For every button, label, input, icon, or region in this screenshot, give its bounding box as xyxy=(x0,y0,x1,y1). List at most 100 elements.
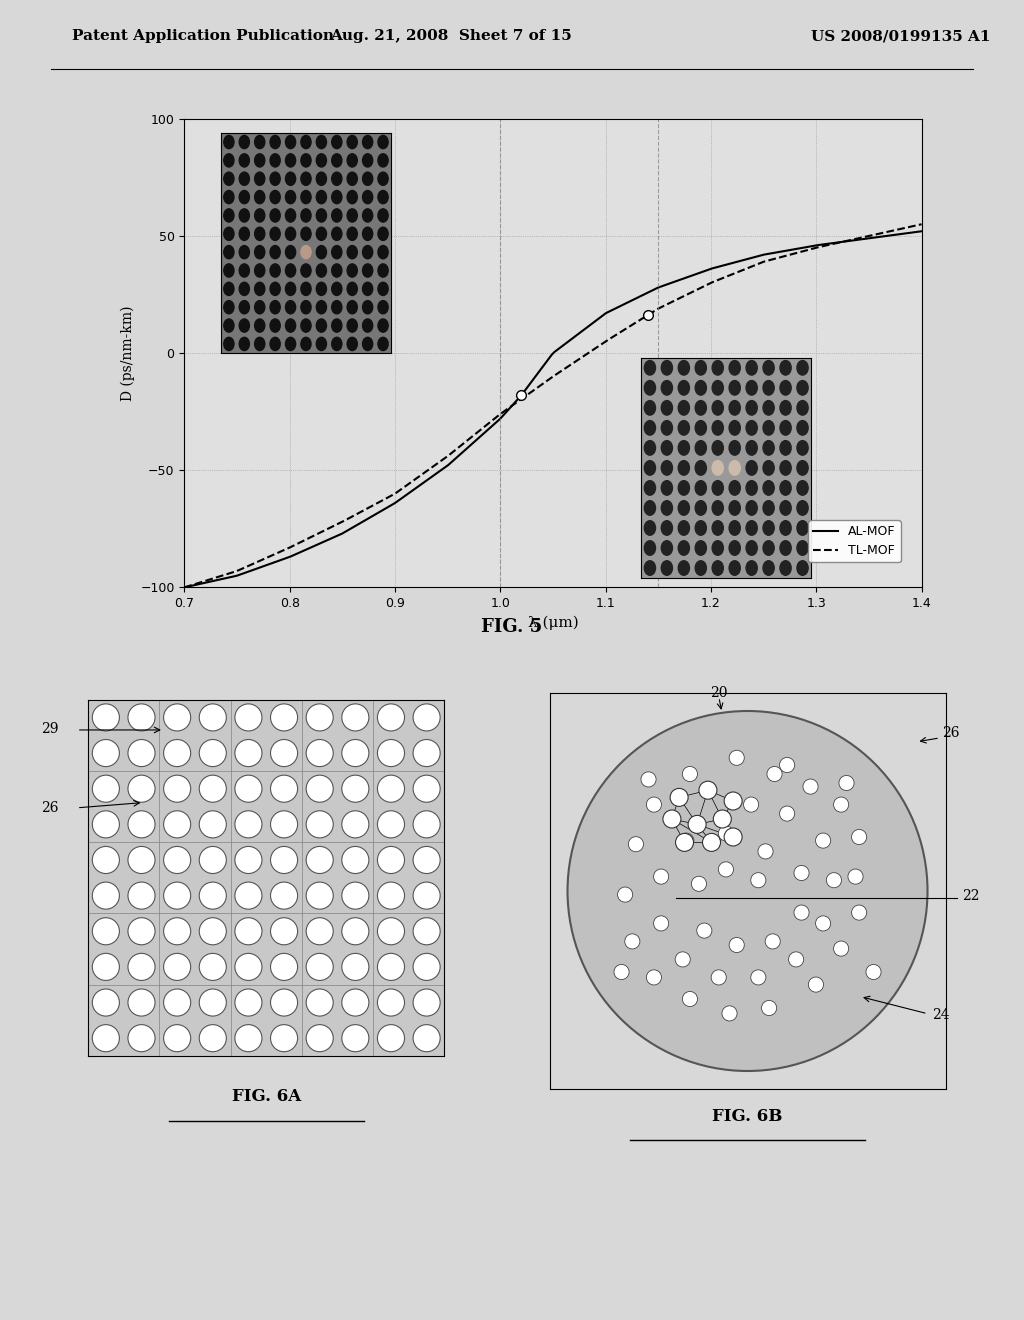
Text: 26: 26 xyxy=(41,801,58,814)
Circle shape xyxy=(342,846,369,874)
Circle shape xyxy=(342,882,369,909)
Circle shape xyxy=(306,739,333,767)
Circle shape xyxy=(270,917,298,945)
Circle shape xyxy=(234,953,262,981)
Circle shape xyxy=(378,739,404,767)
Circle shape xyxy=(270,1024,298,1052)
Circle shape xyxy=(306,846,333,874)
Circle shape xyxy=(200,739,226,767)
Circle shape xyxy=(699,781,717,799)
Circle shape xyxy=(567,711,928,1071)
Circle shape xyxy=(378,704,404,731)
Circle shape xyxy=(128,704,155,731)
Circle shape xyxy=(200,989,226,1016)
Circle shape xyxy=(794,906,809,920)
Text: FIG. 6A: FIG. 6A xyxy=(231,1089,301,1105)
Circle shape xyxy=(691,876,707,891)
Circle shape xyxy=(270,739,298,767)
Text: US 2008/0199135 A1: US 2008/0199135 A1 xyxy=(811,29,991,44)
TL-MOF xyxy=(800,243,812,259)
Circle shape xyxy=(719,826,733,841)
Circle shape xyxy=(342,917,369,945)
Circle shape xyxy=(803,779,818,795)
Circle shape xyxy=(788,952,804,968)
Circle shape xyxy=(164,953,190,981)
Circle shape xyxy=(234,739,262,767)
Text: Aug. 21, 2008  Sheet 7 of 15: Aug. 21, 2008 Sheet 7 of 15 xyxy=(330,29,571,44)
TL-MOF xyxy=(178,579,190,595)
Circle shape xyxy=(234,775,262,803)
Circle shape xyxy=(270,775,298,803)
Circle shape xyxy=(306,882,333,909)
Circle shape xyxy=(234,917,262,945)
Text: 20: 20 xyxy=(710,686,727,700)
Circle shape xyxy=(413,917,440,945)
Circle shape xyxy=(128,846,155,874)
Circle shape xyxy=(164,775,190,803)
Circle shape xyxy=(164,810,190,838)
Circle shape xyxy=(378,917,404,945)
Circle shape xyxy=(688,816,707,833)
Circle shape xyxy=(200,1024,226,1052)
Circle shape xyxy=(413,846,440,874)
Circle shape xyxy=(696,923,712,939)
Circle shape xyxy=(834,797,849,812)
Circle shape xyxy=(729,937,744,953)
Text: 29: 29 xyxy=(41,722,58,735)
Circle shape xyxy=(200,775,226,803)
Circle shape xyxy=(306,917,333,945)
Circle shape xyxy=(164,917,190,945)
Circle shape xyxy=(617,887,633,902)
Circle shape xyxy=(767,767,782,781)
AL-MOF xyxy=(915,223,928,239)
Circle shape xyxy=(743,797,759,812)
Circle shape xyxy=(164,739,190,767)
Circle shape xyxy=(164,882,190,909)
Circle shape xyxy=(92,704,120,731)
Legend: AL-MOF, TL-MOF: AL-MOF, TL-MOF xyxy=(808,520,900,562)
Circle shape xyxy=(722,1006,737,1020)
Circle shape xyxy=(200,810,226,838)
Circle shape xyxy=(378,989,404,1016)
Circle shape xyxy=(306,704,333,731)
Circle shape xyxy=(234,989,262,1016)
Circle shape xyxy=(866,965,881,979)
Circle shape xyxy=(306,1024,333,1052)
Circle shape xyxy=(270,953,298,981)
Circle shape xyxy=(200,704,226,731)
Circle shape xyxy=(653,869,669,884)
Circle shape xyxy=(714,810,731,828)
Circle shape xyxy=(646,970,662,985)
Circle shape xyxy=(815,916,830,931)
Circle shape xyxy=(342,704,369,731)
Circle shape xyxy=(848,869,863,884)
Circle shape xyxy=(92,989,120,1016)
TL-MOF xyxy=(630,314,642,330)
Circle shape xyxy=(641,772,656,787)
Circle shape xyxy=(711,970,726,985)
TL-MOF xyxy=(617,322,630,338)
Text: Patent Application Publication: Patent Application Publication xyxy=(72,29,334,44)
Circle shape xyxy=(779,807,795,821)
Circle shape xyxy=(128,775,155,803)
Circle shape xyxy=(751,873,766,888)
Circle shape xyxy=(724,828,742,846)
Circle shape xyxy=(413,953,440,981)
TL-MOF xyxy=(915,216,928,232)
TL-MOF xyxy=(614,323,627,339)
Circle shape xyxy=(413,989,440,1016)
Line: AL-MOF: AL-MOF xyxy=(184,231,922,587)
Circle shape xyxy=(826,873,842,888)
Circle shape xyxy=(839,775,854,791)
Text: 22: 22 xyxy=(963,890,980,903)
Circle shape xyxy=(306,775,333,803)
AL-MOF xyxy=(630,290,642,306)
Circle shape xyxy=(164,1024,190,1052)
Text: 24: 24 xyxy=(932,1008,949,1022)
Circle shape xyxy=(128,917,155,945)
Circle shape xyxy=(92,917,120,945)
AL-MOF xyxy=(847,232,859,248)
Circle shape xyxy=(378,953,404,981)
Circle shape xyxy=(342,989,369,1016)
Circle shape xyxy=(413,775,440,803)
